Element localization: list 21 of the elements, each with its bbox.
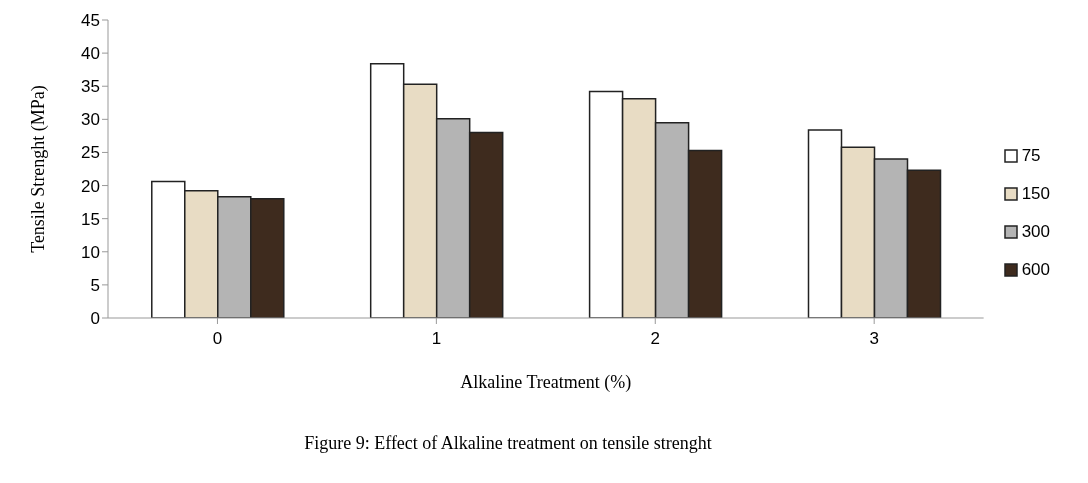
x-tick-label: 2 xyxy=(650,329,660,349)
legend-label: 75 xyxy=(1021,146,1041,166)
y-axis-title: Tensile Strenght (MPa) xyxy=(28,85,50,253)
x-tick-label: 1 xyxy=(431,329,442,349)
x-tick-label: 3 xyxy=(869,329,879,349)
legend-label: 150 xyxy=(1021,184,1050,204)
x-tick-label: 0 xyxy=(212,329,223,349)
y-tick-label: 45 xyxy=(81,11,100,31)
x-axis-title: Alkaline Treatment (%) xyxy=(460,372,632,393)
y-tick-label: 15 xyxy=(81,209,100,229)
y-tick-label: 5 xyxy=(90,275,100,295)
legend-label: 300 xyxy=(1021,222,1050,242)
y-tick-label: 40 xyxy=(81,44,100,64)
y-tick-label: 10 xyxy=(81,242,100,262)
y-tick-label: 30 xyxy=(81,110,100,130)
y-tick-label: 25 xyxy=(81,143,100,163)
y-tick-label: 35 xyxy=(81,77,100,97)
legend-label: 600 xyxy=(1021,260,1050,280)
caption: Figure 9: Effect of Alkaline treatment on tensile strenght xyxy=(303,433,713,454)
y-tick-label: 0 xyxy=(90,309,100,329)
y-tick-label: 20 xyxy=(81,176,100,196)
